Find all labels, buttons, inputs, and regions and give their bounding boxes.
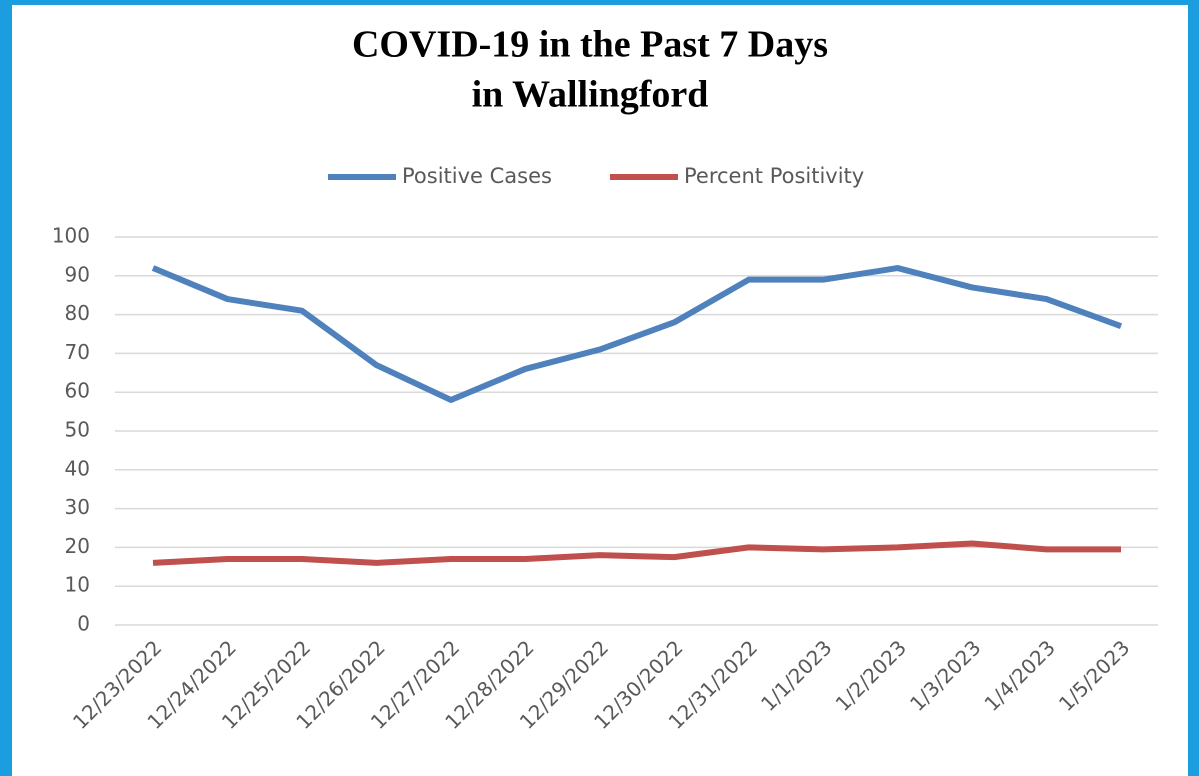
data-line [152,540,1121,566]
chart-title: COVID-19 in the Past 7 Days [352,24,828,66]
y-tick-label: 10 [65,573,90,597]
y-tick-label: 40 [65,456,90,480]
chart-background [12,5,1188,776]
y-tick-label: 100 [52,224,90,248]
legend-label: Percent Positivity [684,164,864,188]
data-line [151,265,1123,403]
y-tick-label: 70 [65,340,90,364]
y-tick-label: 20 [65,534,90,558]
y-tick-label: 60 [65,379,90,403]
y-tick-label: 80 [65,301,90,325]
chart-title: in Wallingford [472,74,709,116]
y-tick-label: 90 [65,262,90,286]
y-tick-label: 50 [65,418,90,442]
y-tick-label: 0 [77,612,90,636]
y-tick-label: 30 [65,495,90,519]
legend-label: Positive Cases [402,164,552,188]
